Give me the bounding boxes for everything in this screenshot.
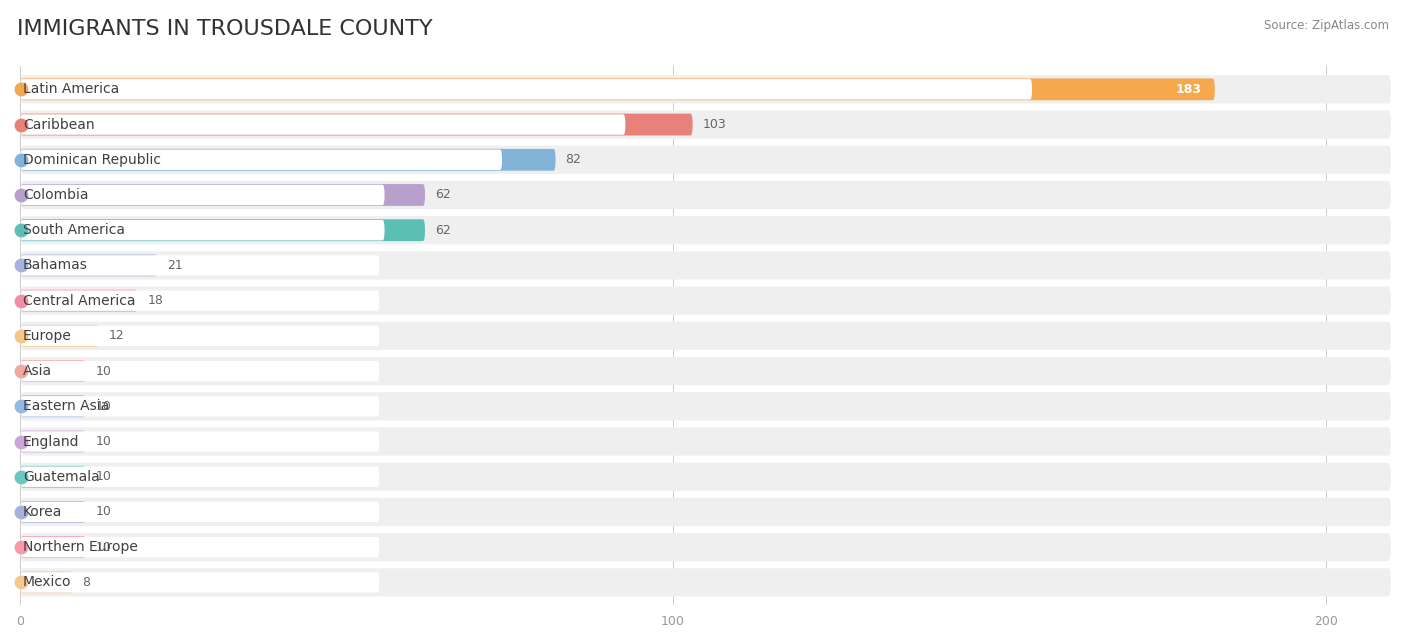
Text: IMMIGRANTS IN TROUSDALE COUNTY: IMMIGRANTS IN TROUSDALE COUNTY: [17, 19, 433, 39]
Text: Caribbean: Caribbean: [22, 118, 94, 132]
FancyBboxPatch shape: [20, 150, 502, 170]
FancyBboxPatch shape: [20, 287, 1391, 314]
Text: 62: 62: [434, 188, 450, 201]
FancyBboxPatch shape: [20, 325, 98, 347]
FancyBboxPatch shape: [20, 428, 1391, 456]
Text: 21: 21: [167, 259, 183, 272]
Text: Source: ZipAtlas.com: Source: ZipAtlas.com: [1264, 19, 1389, 32]
Text: Bahamas: Bahamas: [22, 258, 87, 273]
Text: Asia: Asia: [22, 364, 52, 378]
FancyBboxPatch shape: [20, 572, 380, 593]
Text: 12: 12: [108, 329, 124, 342]
FancyBboxPatch shape: [20, 220, 385, 240]
Text: Central America: Central America: [22, 294, 135, 307]
Text: 183: 183: [1175, 83, 1202, 96]
FancyBboxPatch shape: [20, 114, 626, 135]
FancyBboxPatch shape: [20, 78, 1215, 100]
FancyBboxPatch shape: [20, 219, 425, 241]
Text: Korea: Korea: [22, 505, 62, 519]
FancyBboxPatch shape: [20, 216, 1391, 244]
FancyBboxPatch shape: [20, 537, 380, 557]
FancyBboxPatch shape: [20, 431, 380, 452]
FancyBboxPatch shape: [20, 181, 1391, 209]
FancyBboxPatch shape: [20, 396, 380, 417]
FancyBboxPatch shape: [20, 463, 1391, 491]
FancyBboxPatch shape: [20, 357, 1391, 385]
FancyBboxPatch shape: [20, 572, 73, 593]
Text: South America: South America: [22, 223, 125, 237]
Text: Europe: Europe: [22, 329, 72, 343]
FancyBboxPatch shape: [20, 75, 1391, 104]
FancyBboxPatch shape: [20, 392, 1391, 421]
Text: Dominican Republic: Dominican Republic: [22, 153, 160, 167]
Text: Mexico: Mexico: [22, 575, 72, 590]
FancyBboxPatch shape: [20, 111, 1391, 139]
Text: 10: 10: [96, 400, 111, 413]
FancyBboxPatch shape: [20, 325, 380, 346]
Text: 10: 10: [96, 435, 111, 448]
FancyBboxPatch shape: [20, 466, 86, 487]
Text: 18: 18: [148, 294, 163, 307]
FancyBboxPatch shape: [20, 114, 693, 136]
FancyBboxPatch shape: [20, 431, 86, 453]
FancyBboxPatch shape: [20, 395, 86, 417]
Text: 10: 10: [96, 470, 111, 484]
FancyBboxPatch shape: [20, 185, 385, 205]
Text: England: England: [22, 435, 79, 449]
FancyBboxPatch shape: [20, 290, 138, 312]
FancyBboxPatch shape: [20, 568, 1391, 597]
FancyBboxPatch shape: [20, 291, 380, 311]
Text: Northern Europe: Northern Europe: [22, 540, 138, 554]
FancyBboxPatch shape: [20, 79, 1032, 100]
Text: Colombia: Colombia: [22, 188, 89, 202]
Text: 82: 82: [565, 153, 581, 167]
FancyBboxPatch shape: [20, 498, 1391, 526]
FancyBboxPatch shape: [20, 361, 380, 381]
Text: 8: 8: [83, 576, 90, 589]
FancyBboxPatch shape: [20, 533, 1391, 561]
Text: 10: 10: [96, 505, 111, 518]
Text: Guatemala: Guatemala: [22, 470, 100, 484]
Text: 62: 62: [434, 224, 450, 237]
FancyBboxPatch shape: [20, 255, 157, 276]
FancyBboxPatch shape: [20, 502, 380, 522]
Text: 10: 10: [96, 541, 111, 554]
FancyBboxPatch shape: [20, 467, 380, 487]
FancyBboxPatch shape: [20, 360, 86, 382]
FancyBboxPatch shape: [20, 255, 380, 276]
FancyBboxPatch shape: [20, 149, 555, 170]
Text: Eastern Asia: Eastern Asia: [22, 399, 110, 413]
FancyBboxPatch shape: [20, 536, 86, 558]
Text: 10: 10: [96, 365, 111, 377]
FancyBboxPatch shape: [20, 184, 425, 206]
FancyBboxPatch shape: [20, 146, 1391, 174]
FancyBboxPatch shape: [20, 251, 1391, 280]
Text: Latin America: Latin America: [22, 82, 120, 96]
Text: 103: 103: [703, 118, 725, 131]
FancyBboxPatch shape: [20, 322, 1391, 350]
FancyBboxPatch shape: [20, 501, 86, 523]
